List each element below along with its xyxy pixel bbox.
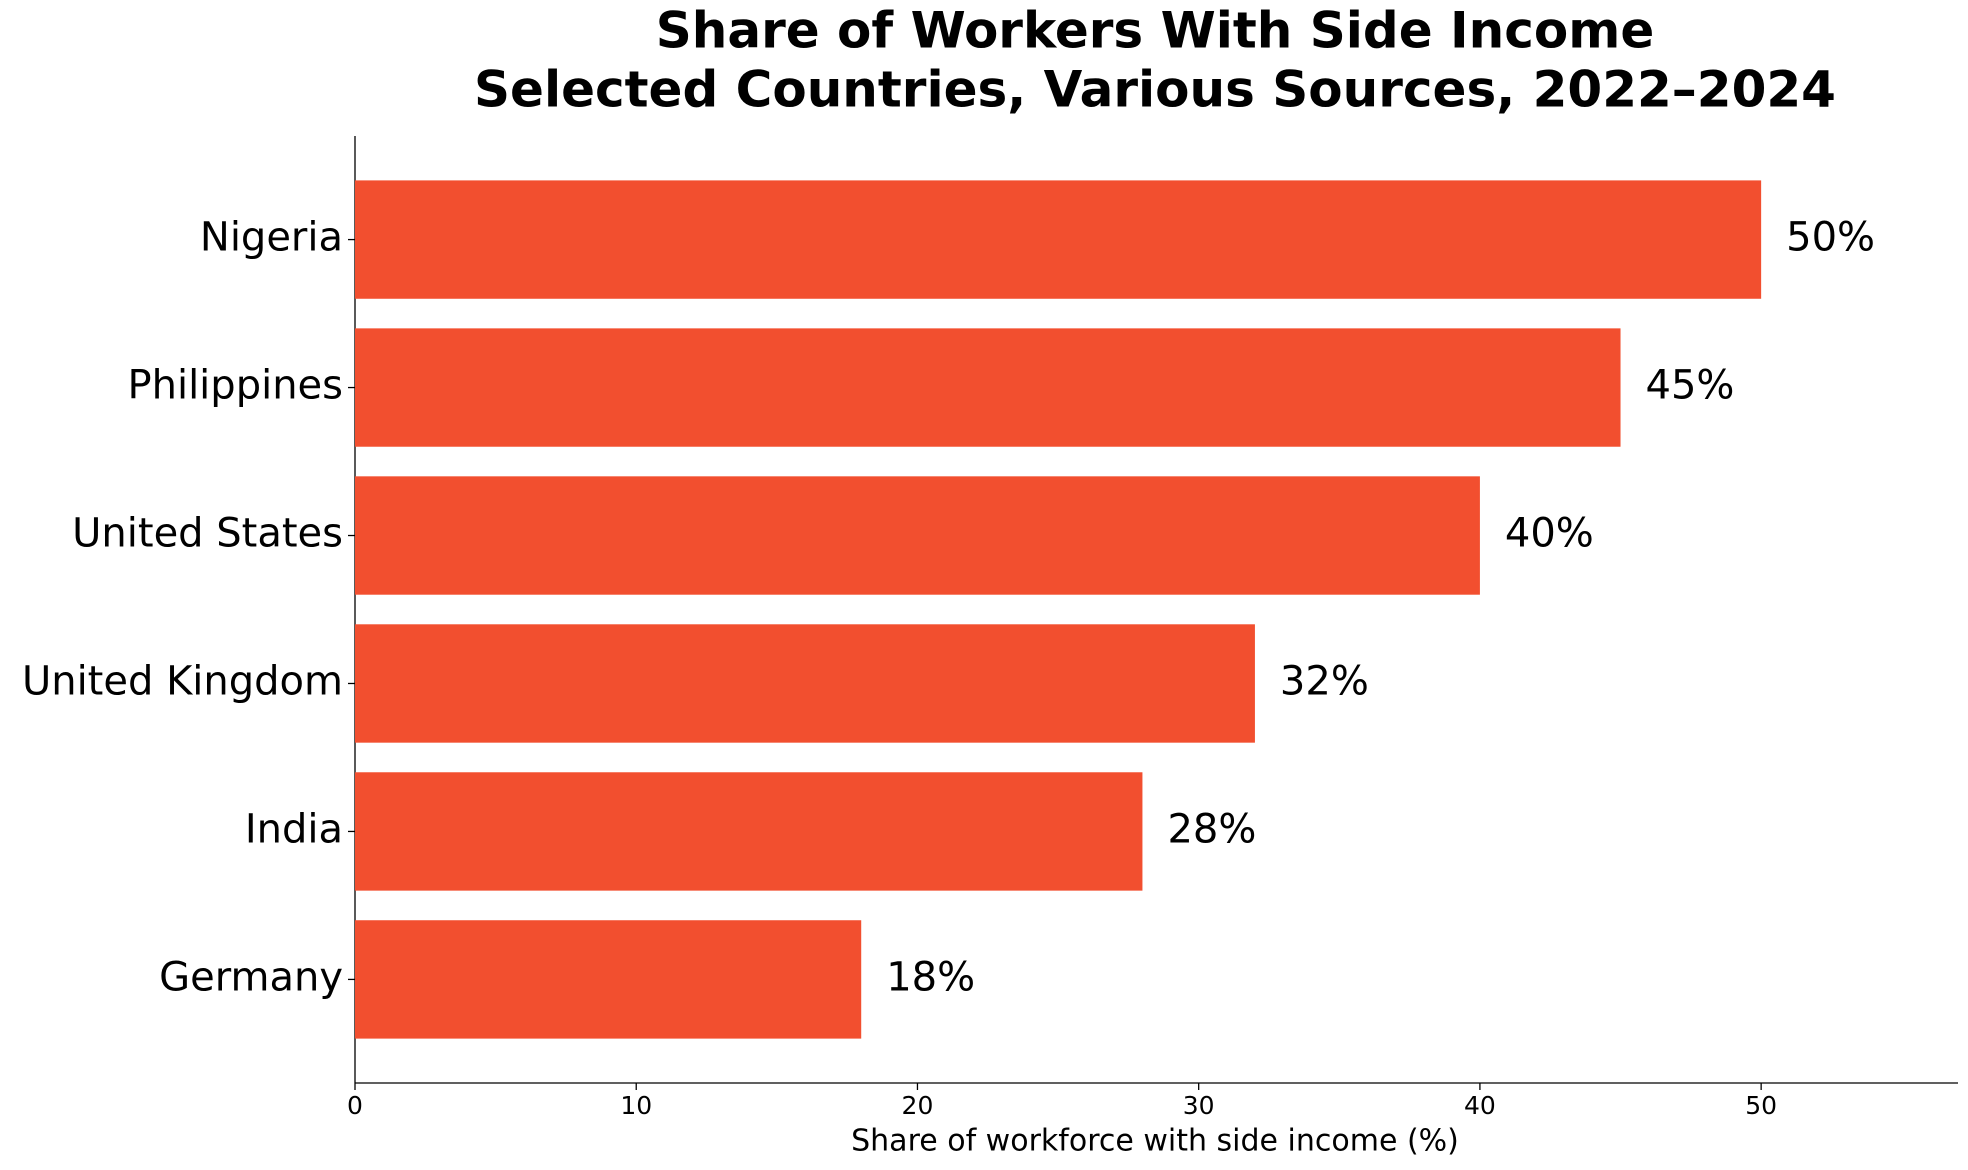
value-label: 45% — [1646, 363, 1735, 409]
x-tick-label: 50 — [1745, 1091, 1777, 1120]
x-tick-label: 20 — [902, 1091, 934, 1120]
value-label: 40% — [1505, 511, 1594, 557]
x-tick-label: 10 — [620, 1091, 652, 1120]
bar — [355, 624, 1255, 743]
y-tick-label: Nigeria — [200, 215, 343, 261]
bar — [355, 180, 1762, 299]
y-tick-label: Philippines — [127, 363, 343, 409]
y-tick-label: United Kingdom — [22, 658, 343, 704]
bar — [355, 476, 1480, 595]
x-tick-label: 30 — [1183, 1091, 1215, 1120]
value-label: 18% — [886, 954, 975, 1000]
value-label: 28% — [1167, 806, 1256, 852]
chart-subtitle: Selected Countries, Various Sources, 202… — [474, 61, 1836, 119]
y-tick-label: United States — [72, 511, 343, 557]
x-tick-label: 0 — [347, 1091, 363, 1120]
y-tick-label: India — [245, 806, 343, 852]
chart-title: Share of Workers With Side Income — [656, 2, 1655, 60]
value-label: 50% — [1786, 215, 1875, 261]
x-axis-label: Share of workforce with side income (%) — [851, 1124, 1459, 1159]
value-label: 32% — [1280, 658, 1369, 704]
x-tick-label: 40 — [1464, 1091, 1496, 1120]
bar — [355, 772, 1143, 891]
bar — [355, 920, 862, 1039]
y-tick-label: Germany — [159, 954, 343, 1000]
bar — [355, 328, 1621, 447]
